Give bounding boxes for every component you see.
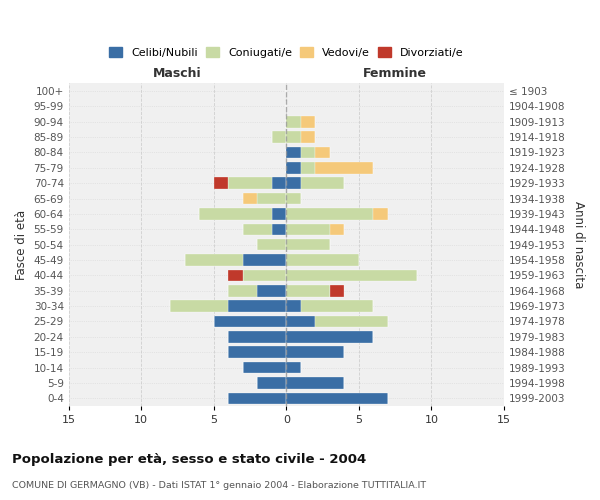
Bar	[286, 377, 344, 388]
Bar	[257, 377, 286, 388]
Text: Femmine: Femmine	[363, 68, 427, 80]
Bar	[286, 116, 301, 128]
Bar	[214, 316, 286, 327]
Bar	[286, 162, 301, 173]
Bar	[272, 224, 286, 235]
Bar	[301, 146, 316, 158]
Bar	[286, 239, 330, 250]
Bar	[257, 193, 286, 204]
Bar	[301, 132, 316, 143]
Bar	[286, 270, 417, 281]
Bar	[243, 254, 286, 266]
Bar	[286, 224, 330, 235]
Bar	[286, 208, 373, 220]
Bar	[286, 300, 301, 312]
Bar	[228, 178, 272, 189]
Bar	[286, 331, 373, 342]
Bar	[243, 362, 286, 374]
Bar	[185, 254, 243, 266]
Bar	[301, 300, 373, 312]
Bar	[286, 362, 301, 374]
Text: Maschi: Maschi	[153, 68, 202, 80]
Bar	[330, 285, 344, 296]
Bar	[286, 254, 359, 266]
Bar	[286, 346, 344, 358]
Bar	[243, 224, 272, 235]
Bar	[330, 224, 344, 235]
Bar	[170, 300, 228, 312]
Y-axis label: Anni di nascita: Anni di nascita	[572, 201, 585, 288]
Bar	[286, 178, 301, 189]
Bar	[214, 178, 228, 189]
Bar	[286, 392, 388, 404]
Bar	[228, 346, 286, 358]
Bar	[316, 146, 330, 158]
Y-axis label: Fasce di età: Fasce di età	[15, 210, 28, 280]
Bar	[301, 116, 316, 128]
Bar	[257, 285, 286, 296]
Bar	[199, 208, 272, 220]
Bar	[228, 300, 286, 312]
Bar	[272, 132, 286, 143]
Bar	[228, 285, 257, 296]
Bar	[301, 162, 316, 173]
Bar	[228, 331, 286, 342]
Bar	[286, 285, 330, 296]
Bar	[228, 270, 243, 281]
Legend: Celibi/Nubili, Coniugati/e, Vedovi/e, Divorziati/e: Celibi/Nubili, Coniugati/e, Vedovi/e, Di…	[106, 44, 467, 61]
Bar	[316, 316, 388, 327]
Bar	[272, 178, 286, 189]
Bar	[286, 193, 301, 204]
Bar	[316, 162, 373, 173]
Bar	[272, 208, 286, 220]
Bar	[243, 270, 286, 281]
Bar	[373, 208, 388, 220]
Text: Popolazione per età, sesso e stato civile - 2004: Popolazione per età, sesso e stato civil…	[12, 452, 366, 466]
Bar	[243, 193, 257, 204]
Bar	[228, 392, 286, 404]
Bar	[286, 146, 301, 158]
Text: COMUNE DI GERMAGNO (VB) - Dati ISTAT 1° gennaio 2004 - Elaborazione TUTTITALIA.I: COMUNE DI GERMAGNO (VB) - Dati ISTAT 1° …	[12, 481, 426, 490]
Bar	[286, 316, 316, 327]
Bar	[301, 178, 344, 189]
Bar	[257, 239, 286, 250]
Bar	[286, 132, 301, 143]
